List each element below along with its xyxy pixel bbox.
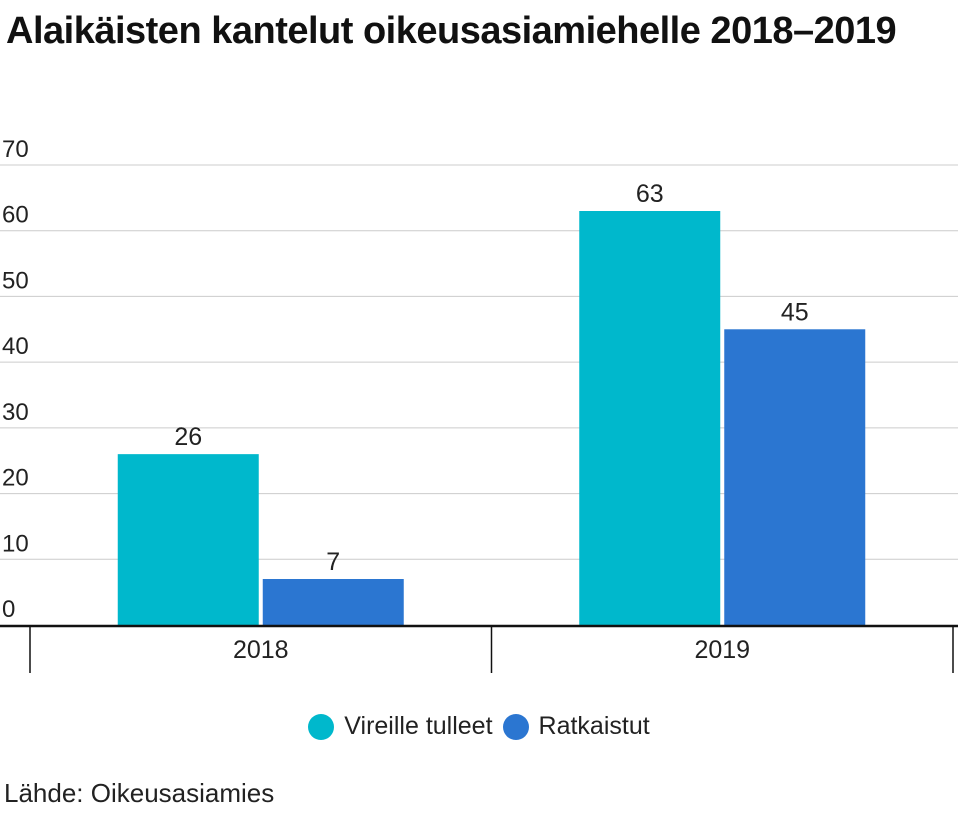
- legend-item-vireille-tulleet: Vireille tulleet: [308, 712, 493, 741]
- legend-label-vireille-tulleet: Vireille tulleet: [344, 712, 493, 740]
- bar-chart: 0 10 20 30 40 50 60 70 26 7 63 45 2018 2019: [0, 136, 958, 673]
- y-tick-label-20: 20: [2, 465, 29, 492]
- source-note: Lähde: Oikeusasiamies: [4, 778, 275, 808]
- x-tick-label-2018: 2018: [233, 636, 289, 664]
- y-tick-label-10: 10: [2, 530, 29, 557]
- y-tick-label-70: 70: [2, 136, 29, 163]
- data-label-2018-vireille-tulleet: 26: [174, 423, 202, 451]
- bar-2019-ratkaistut: [724, 329, 866, 625]
- y-tick-label-60: 60: [2, 202, 29, 229]
- data-label-2018-ratkaistut: 7: [326, 548, 340, 576]
- y-axis-ticks: 0 10 20 30 40 50 60 70: [2, 136, 29, 623]
- y-tick-label-50: 50: [2, 267, 29, 294]
- legend-swatch-vireille-tulleet: [308, 713, 335, 740]
- bar-2018-ratkaistut: [262, 579, 404, 625]
- bars: [117, 211, 866, 625]
- data-label-2019-vireille-tulleet: 63: [636, 180, 664, 208]
- legend: Vireille tulleet Ratkaistut: [0, 712, 958, 741]
- y-tick-label-0: 0: [2, 596, 15, 623]
- chart-title: Alaikäisten kantelut oikeusasiamiehelle …: [6, 10, 897, 52]
- legend-swatch-ratkaistut: [502, 713, 529, 740]
- data-labels: 26 7 63 45: [174, 180, 808, 576]
- y-tick-label-40: 40: [2, 333, 29, 360]
- bar-2018-vireille-tulleet: [117, 454, 259, 625]
- x-tick-label-2019: 2019: [694, 636, 750, 664]
- y-tick-label-30: 30: [2, 399, 29, 426]
- legend-label-ratkaistut: Ratkaistut: [538, 712, 650, 740]
- data-label-2019-ratkaistut: 45: [781, 298, 809, 326]
- legend-item-ratkaistut: Ratkaistut: [502, 712, 650, 741]
- x-axis: 2018 2019: [0, 624, 958, 673]
- bar-2019-vireille-tulleet: [579, 211, 721, 625]
